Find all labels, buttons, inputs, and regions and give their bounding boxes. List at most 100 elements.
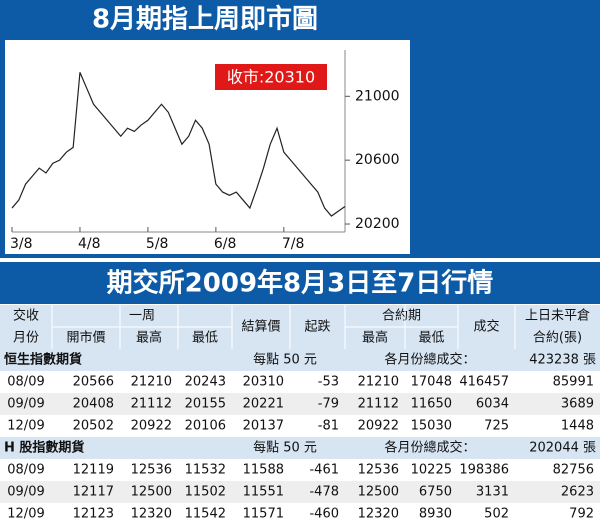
header: 最高 xyxy=(362,330,388,346)
cell: 20137 xyxy=(243,419,284,434)
x-tick-label: 7/8 xyxy=(282,236,305,252)
cell: 20922 xyxy=(131,419,172,434)
cell: 12500 xyxy=(358,485,399,500)
cell: 09/09 xyxy=(7,397,44,412)
cell: 3689 xyxy=(561,397,594,412)
cell: 12117 xyxy=(73,485,114,500)
cell: 12320 xyxy=(131,507,172,522)
cell: 1448 xyxy=(561,419,594,434)
table-title: 期交所2009年8月3日至7日行情 xyxy=(107,268,494,299)
cell: 198386 xyxy=(459,463,509,478)
cell: 20922 xyxy=(358,419,399,434)
cell: 792 xyxy=(569,507,594,522)
header: 起跌 xyxy=(304,319,330,335)
section-total: 423238 張 xyxy=(529,353,596,368)
cell: 11650 xyxy=(411,397,452,412)
cell: 11571 xyxy=(243,507,284,522)
cell: 12/09 xyxy=(7,507,44,522)
cell: -461 xyxy=(309,463,339,478)
y-tick-label: 21000 xyxy=(355,88,400,104)
cell: 6034 xyxy=(476,397,509,412)
cell: 20408 xyxy=(73,397,114,412)
cell: 17048 xyxy=(411,375,452,390)
cell: 12119 xyxy=(73,463,114,478)
cell: 12320 xyxy=(358,507,399,522)
row-bg xyxy=(0,371,600,393)
header: 結算價 xyxy=(241,320,280,335)
section-name: H 股指數期貨 xyxy=(4,440,84,456)
cell: 21210 xyxy=(358,375,399,390)
cell: 09/09 xyxy=(7,485,44,500)
header: 合約期 xyxy=(382,309,421,324)
cell: 502 xyxy=(484,507,509,522)
x-tick-label: 4/8 xyxy=(78,236,101,252)
cell: 12536 xyxy=(131,463,172,478)
cell: 20221 xyxy=(243,397,284,412)
section-unit: 每點 50 元 xyxy=(253,440,317,456)
cell: -460 xyxy=(309,507,339,522)
section-total-label: 各月份總成交： xyxy=(384,352,475,368)
cell: 20566 xyxy=(73,375,114,390)
chart-title: 8月期指上周即市圖 xyxy=(92,4,318,35)
y-tick-label: 20600 xyxy=(355,152,400,168)
cell: 08/09 xyxy=(7,463,44,478)
header: 一周 xyxy=(129,309,155,324)
cell: 20243 xyxy=(185,375,226,390)
cell: -478 xyxy=(309,485,339,500)
cell: 725 xyxy=(484,419,509,434)
header: 合約(張) xyxy=(533,331,582,346)
row-bg xyxy=(0,481,600,503)
cell: 2623 xyxy=(561,485,594,500)
cell: 11532 xyxy=(185,463,226,478)
header: 最低 xyxy=(192,331,218,346)
row-bg xyxy=(0,503,600,525)
y-tick-label: 20200 xyxy=(355,216,400,232)
row-bg xyxy=(0,415,600,437)
section-unit: 每點 50 元 xyxy=(253,352,317,368)
header: 上日未平倉 xyxy=(525,309,590,324)
header: 成交 xyxy=(473,319,499,335)
cell: -81 xyxy=(318,419,339,434)
section-total-label: 各月份總成交： xyxy=(384,440,475,456)
cell: 20310 xyxy=(243,375,284,390)
cell: 20106 xyxy=(185,419,226,434)
cell: -79 xyxy=(318,397,339,412)
x-tick-label: 5/8 xyxy=(146,236,169,252)
cell: 11588 xyxy=(243,463,284,478)
cell: 21210 xyxy=(131,375,172,390)
cell: 3131 xyxy=(476,485,509,500)
cell: 15030 xyxy=(411,419,452,434)
x-tick-label: 6/8 xyxy=(214,236,237,252)
header: 月份 xyxy=(13,331,39,346)
cell: 12500 xyxy=(131,485,172,500)
header: 交收 xyxy=(13,308,39,324)
cell: 12536 xyxy=(358,463,399,478)
header: 最高 xyxy=(136,330,162,346)
header: 開市價 xyxy=(66,330,105,346)
cell: 20502 xyxy=(73,419,114,434)
cell: 20155 xyxy=(185,397,226,412)
row-bg xyxy=(0,459,600,481)
cell: 8930 xyxy=(419,507,452,522)
cell: 11542 xyxy=(185,507,226,522)
price-line xyxy=(11,72,346,217)
cell: 416457 xyxy=(459,375,509,390)
cell: -53 xyxy=(318,375,339,390)
cell: 12123 xyxy=(73,507,114,522)
section-total: 202044 張 xyxy=(529,441,596,456)
cell: 6750 xyxy=(419,485,452,500)
x-tick-label: 3/8 xyxy=(10,236,33,252)
section-bg xyxy=(0,437,600,459)
annotation: 收市:20310 xyxy=(227,68,315,87)
table-title-bar xyxy=(0,262,600,304)
cell: 11551 xyxy=(243,485,284,500)
section-bg xyxy=(0,349,600,371)
cell: 21112 xyxy=(131,397,172,412)
chart-area xyxy=(5,40,410,254)
cell: 11502 xyxy=(185,485,226,500)
annotation-box xyxy=(215,64,327,90)
cell: 12/09 xyxy=(7,419,44,434)
header: 最低 xyxy=(418,331,444,346)
section-name: 恒生指數期貨 xyxy=(4,352,82,368)
